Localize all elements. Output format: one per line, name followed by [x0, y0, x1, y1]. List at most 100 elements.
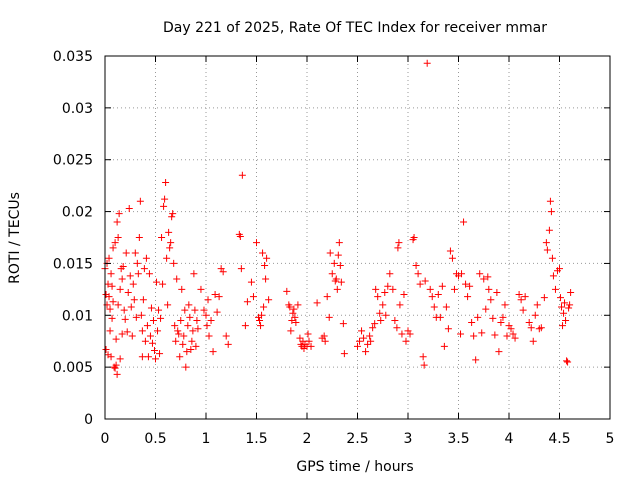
data-point [114, 234, 122, 241]
data-point [330, 259, 338, 267]
data-point [556, 265, 563, 273]
data-point [170, 259, 178, 267]
data-point [396, 301, 404, 309]
y-tick-label: 0 [84, 412, 93, 428]
data-point [265, 296, 273, 304]
data-point [109, 298, 117, 306]
data-point [108, 314, 116, 322]
data-point [116, 285, 124, 293]
data-point [186, 313, 194, 321]
data-point [419, 353, 427, 361]
data-point [241, 322, 249, 330]
data-point [261, 262, 269, 270]
data-point [328, 270, 336, 278]
data-point [202, 311, 210, 319]
data-point [558, 303, 566, 311]
data-point [112, 335, 120, 343]
data-point [137, 311, 145, 319]
data-point [509, 330, 517, 338]
data-point [106, 327, 114, 335]
data-point [257, 322, 265, 330]
data-point [336, 262, 344, 270]
data-point [531, 311, 539, 319]
data-point [374, 293, 382, 301]
data-point [165, 228, 173, 236]
data-point [291, 313, 299, 321]
y-tick-label: 0.005 [53, 360, 93, 376]
data-point [566, 301, 574, 309]
data-point [362, 348, 370, 356]
data-point [131, 249, 139, 257]
data-point [290, 305, 298, 313]
data-point [332, 275, 340, 283]
data-point [134, 270, 142, 278]
data-point [393, 324, 401, 332]
data-point [152, 355, 159, 363]
data-point [259, 249, 267, 257]
data-point [557, 294, 565, 302]
data-point [421, 277, 429, 285]
data-point [416, 280, 424, 288]
data-point [391, 316, 399, 324]
data-point [153, 278, 161, 286]
chart-title: Day 221 of 2025, Rate Of TEC Index for r… [163, 20, 547, 36]
data-point [321, 337, 329, 345]
data-point [476, 270, 484, 278]
data-point [154, 327, 162, 335]
data-point [106, 305, 114, 313]
data-point [111, 364, 119, 372]
data-point [547, 208, 555, 216]
x-tick-label: 3 [404, 431, 413, 447]
data-point [484, 273, 492, 281]
y-axis-ticks: 0 0.005 0.01 0.015 0.02 0.025 0.03 0.035 [53, 49, 610, 428]
data-point [499, 313, 507, 321]
data-point [406, 330, 414, 338]
data-point [144, 353, 152, 361]
y-tick-label: 0.015 [53, 256, 93, 272]
data-point [258, 311, 266, 319]
data-point [495, 348, 503, 356]
data-point [150, 347, 158, 355]
data-point [260, 303, 268, 311]
data-point [444, 325, 452, 333]
data-point [197, 285, 205, 293]
data-point [167, 239, 175, 247]
data-point [127, 303, 135, 311]
data-point [542, 239, 550, 247]
data-point [296, 334, 304, 342]
data-point [256, 316, 264, 324]
data-point [507, 325, 515, 333]
data-point [126, 272, 134, 280]
data-point [462, 280, 470, 288]
data-point [525, 319, 533, 327]
data-point [174, 327, 182, 335]
data-point [354, 342, 361, 350]
data-point [138, 327, 146, 335]
x-tick-label: 3.5 [447, 431, 469, 447]
x-tick-label: 1.5 [245, 431, 267, 447]
data-point [200, 306, 208, 314]
data-point [124, 288, 132, 296]
data-point [263, 254, 271, 262]
x-tick-label: 2.5 [346, 431, 368, 447]
data-point [149, 316, 157, 324]
data-point [366, 332, 374, 340]
data-point [219, 268, 227, 276]
data-point [224, 340, 232, 348]
data-point [521, 293, 529, 301]
data-point [358, 327, 366, 335]
data-point [364, 340, 372, 348]
y-tick-label: 0.02 [62, 205, 93, 221]
data-point [161, 195, 169, 203]
data-point [215, 293, 223, 301]
data-point [400, 291, 408, 299]
data-point [222, 332, 230, 340]
data-point [164, 301, 172, 309]
data-point [307, 342, 315, 350]
data-point [414, 270, 422, 278]
data-point [369, 324, 377, 332]
data-point [114, 301, 122, 309]
data-point [143, 322, 151, 330]
data-point [313, 299, 321, 307]
x-tick-label: 4 [505, 431, 514, 447]
